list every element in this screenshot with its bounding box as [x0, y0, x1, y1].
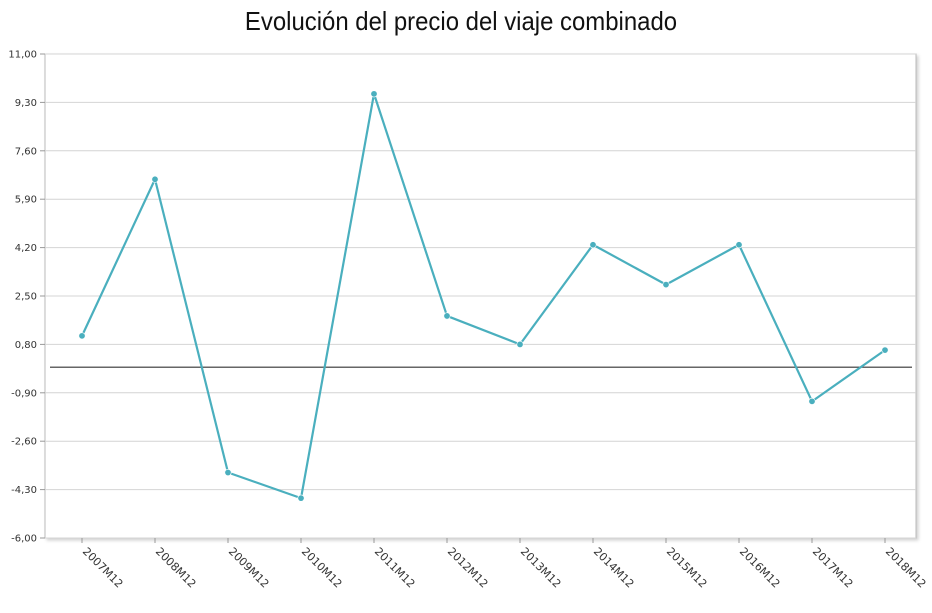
y-tick-label: 2,50 — [15, 292, 37, 303]
data-point — [297, 494, 305, 502]
series-layer — [78, 90, 889, 502]
y-tick-label: 4,20 — [15, 243, 37, 254]
y-tick-label: 7,60 — [15, 146, 37, 157]
data-point — [443, 312, 451, 320]
x-tick-label: 2013M12 — [518, 545, 564, 591]
x-tick-label: 2011M12 — [372, 545, 418, 591]
gridlines — [40, 53, 916, 539]
data-point — [808, 397, 816, 405]
data-point — [516, 340, 524, 348]
y-axis-ticks: 11,00 9,30 7,60 5,90 4,20 2,50 0,80 -0,90 -2,60 -… — [8, 50, 37, 545]
data-point — [224, 469, 232, 477]
y-tick-label: 0,80 — [15, 340, 37, 351]
x-tick-label: 2007M12 — [80, 545, 126, 591]
series-line — [81, 92, 886, 500]
y-tick-label: -6,00 — [11, 534, 37, 545]
x-tick-label: 2009M12 — [226, 545, 272, 591]
data-point — [78, 332, 86, 340]
y-tick-label: 5,90 — [15, 195, 37, 206]
data-point — [735, 241, 743, 249]
x-tick-label: 2017M12 — [810, 545, 856, 591]
y-tick-label: -0,90 — [11, 388, 37, 399]
y-tick-label: 9,30 — [15, 98, 37, 109]
data-point — [881, 346, 889, 354]
data-point — [370, 90, 378, 98]
data-point — [662, 281, 670, 289]
x-tick-label: 2008M12 — [153, 545, 199, 591]
data-point — [151, 175, 159, 183]
y-tick-label: -4,30 — [11, 485, 37, 496]
x-tick-label: 2018M12 — [883, 545, 929, 591]
x-tick-label: 2012M12 — [445, 545, 491, 591]
y-tick-label: 11,00 — [8, 50, 37, 61]
y-tick-label: -2,60 — [11, 437, 37, 448]
data-point — [589, 241, 597, 249]
chart-title: Evolución del precio del viaje combinado — [244, 6, 678, 36]
x-axis-ticks: 2007M12 2008M12 2009M12 2010M12 2011M12 2012M… — [80, 538, 929, 591]
x-tick-label: 2014M12 — [591, 545, 637, 591]
x-tick-label: 2015M12 — [664, 545, 710, 591]
x-tick-label: 2010M12 — [299, 545, 345, 591]
x-tick-label: 2016M12 — [737, 545, 783, 591]
